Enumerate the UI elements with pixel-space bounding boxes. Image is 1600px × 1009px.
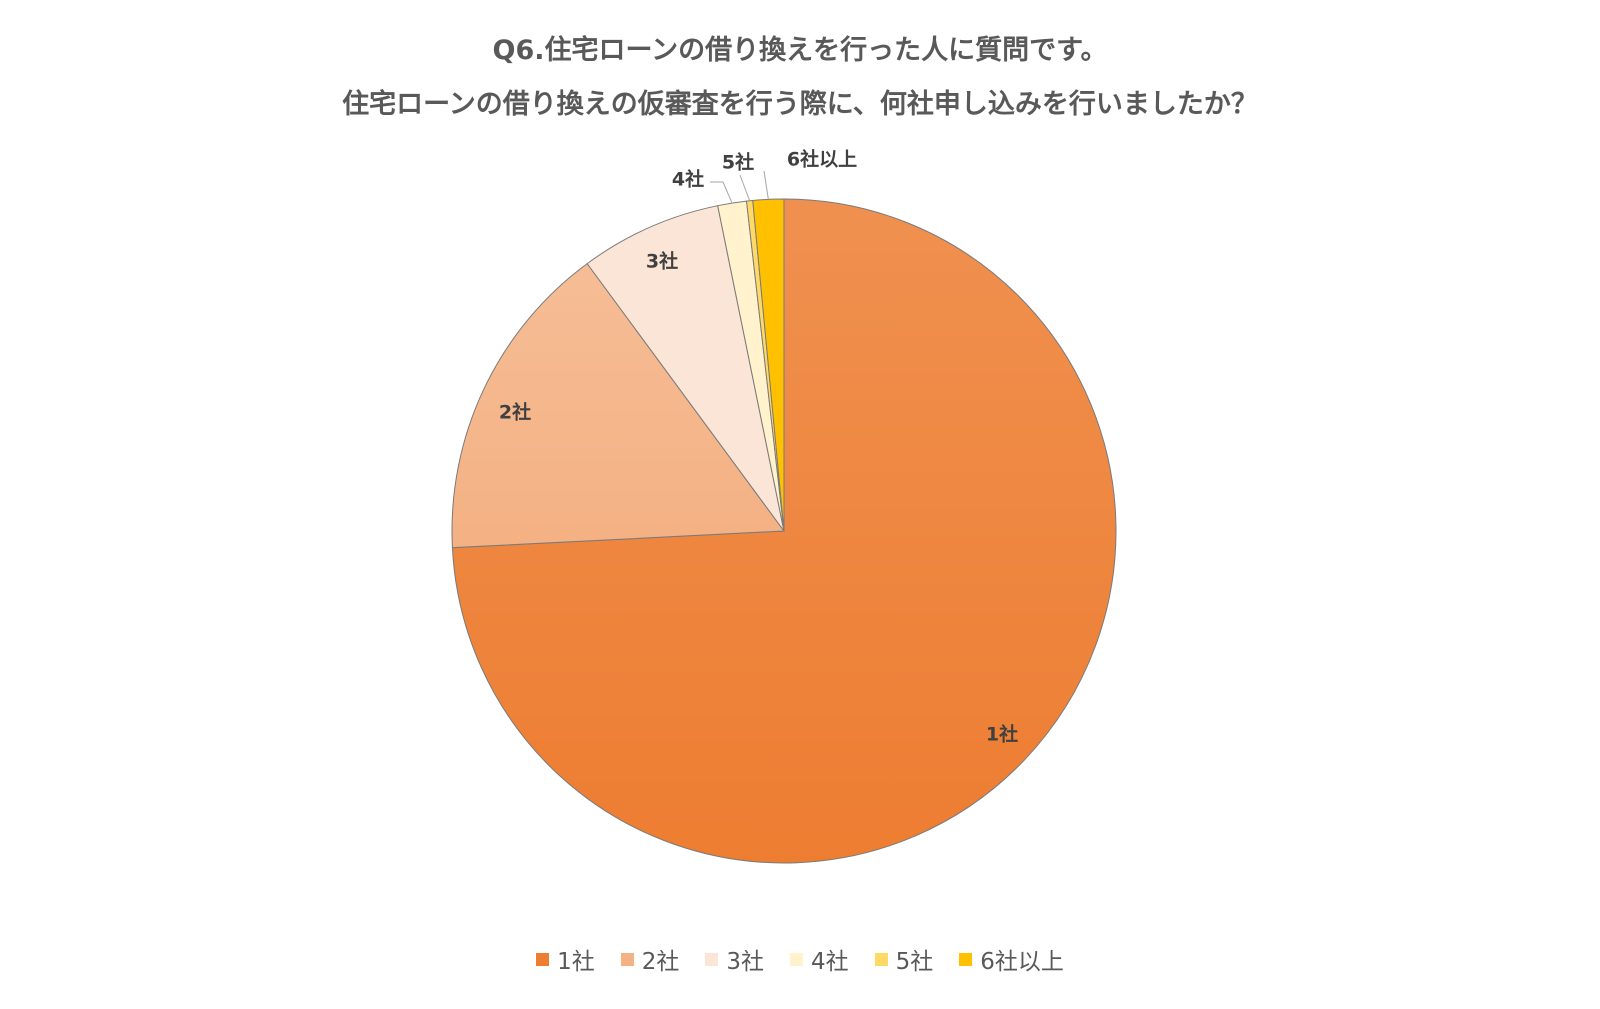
legend-swatch [874,952,888,966]
legend-item-2: 2社 [620,942,680,976]
legend-item-5: 5社 [874,942,934,976]
legend-item-6: 6社以上 [959,942,1064,976]
data-label-3: 3社 [646,250,678,273]
pie-slice-2 [451,262,785,549]
legend-item-3: 3社 [705,942,764,976]
chart-title-line-1: Q6.住宅ローンの借り換えを行った人に質問です。 [492,35,1108,66]
leader-line-5 [739,174,751,201]
pie-slice-3 [586,205,785,532]
data-label-2: 2社 [499,401,531,424]
chart-title-line-2: 住宅ローンの借り換えの仮審査を行う際に、何社申し込みを行いましたか？ [342,89,1258,120]
legend-item-4: 4社 [790,942,849,976]
data-label-6: 6社以上 [787,148,857,171]
legend-label: 6社以上 [980,949,1064,975]
legend-swatch [705,952,719,966]
legend-label: 3社 [726,949,764,975]
legend-label: 5社 [895,949,934,975]
leader-line-4 [710,181,733,204]
legend-label: 1社 [557,949,595,975]
legend-swatch [790,952,803,966]
data-label-4: 4社 [672,168,704,191]
legend-swatch [536,952,550,966]
legend-swatch [620,952,634,966]
legend: 1社 2社 3社 4社 5社 6社以上 [0,942,1600,976]
data-label-1: 1社 [986,723,1018,746]
legend-swatch [959,952,973,966]
legend-item-1: 1社 [536,942,595,976]
legend-label: 4社 [811,949,849,975]
data-label-5: 5社 [722,151,754,174]
leader-line-6 [763,170,769,200]
legend-label: 2社 [641,949,680,975]
